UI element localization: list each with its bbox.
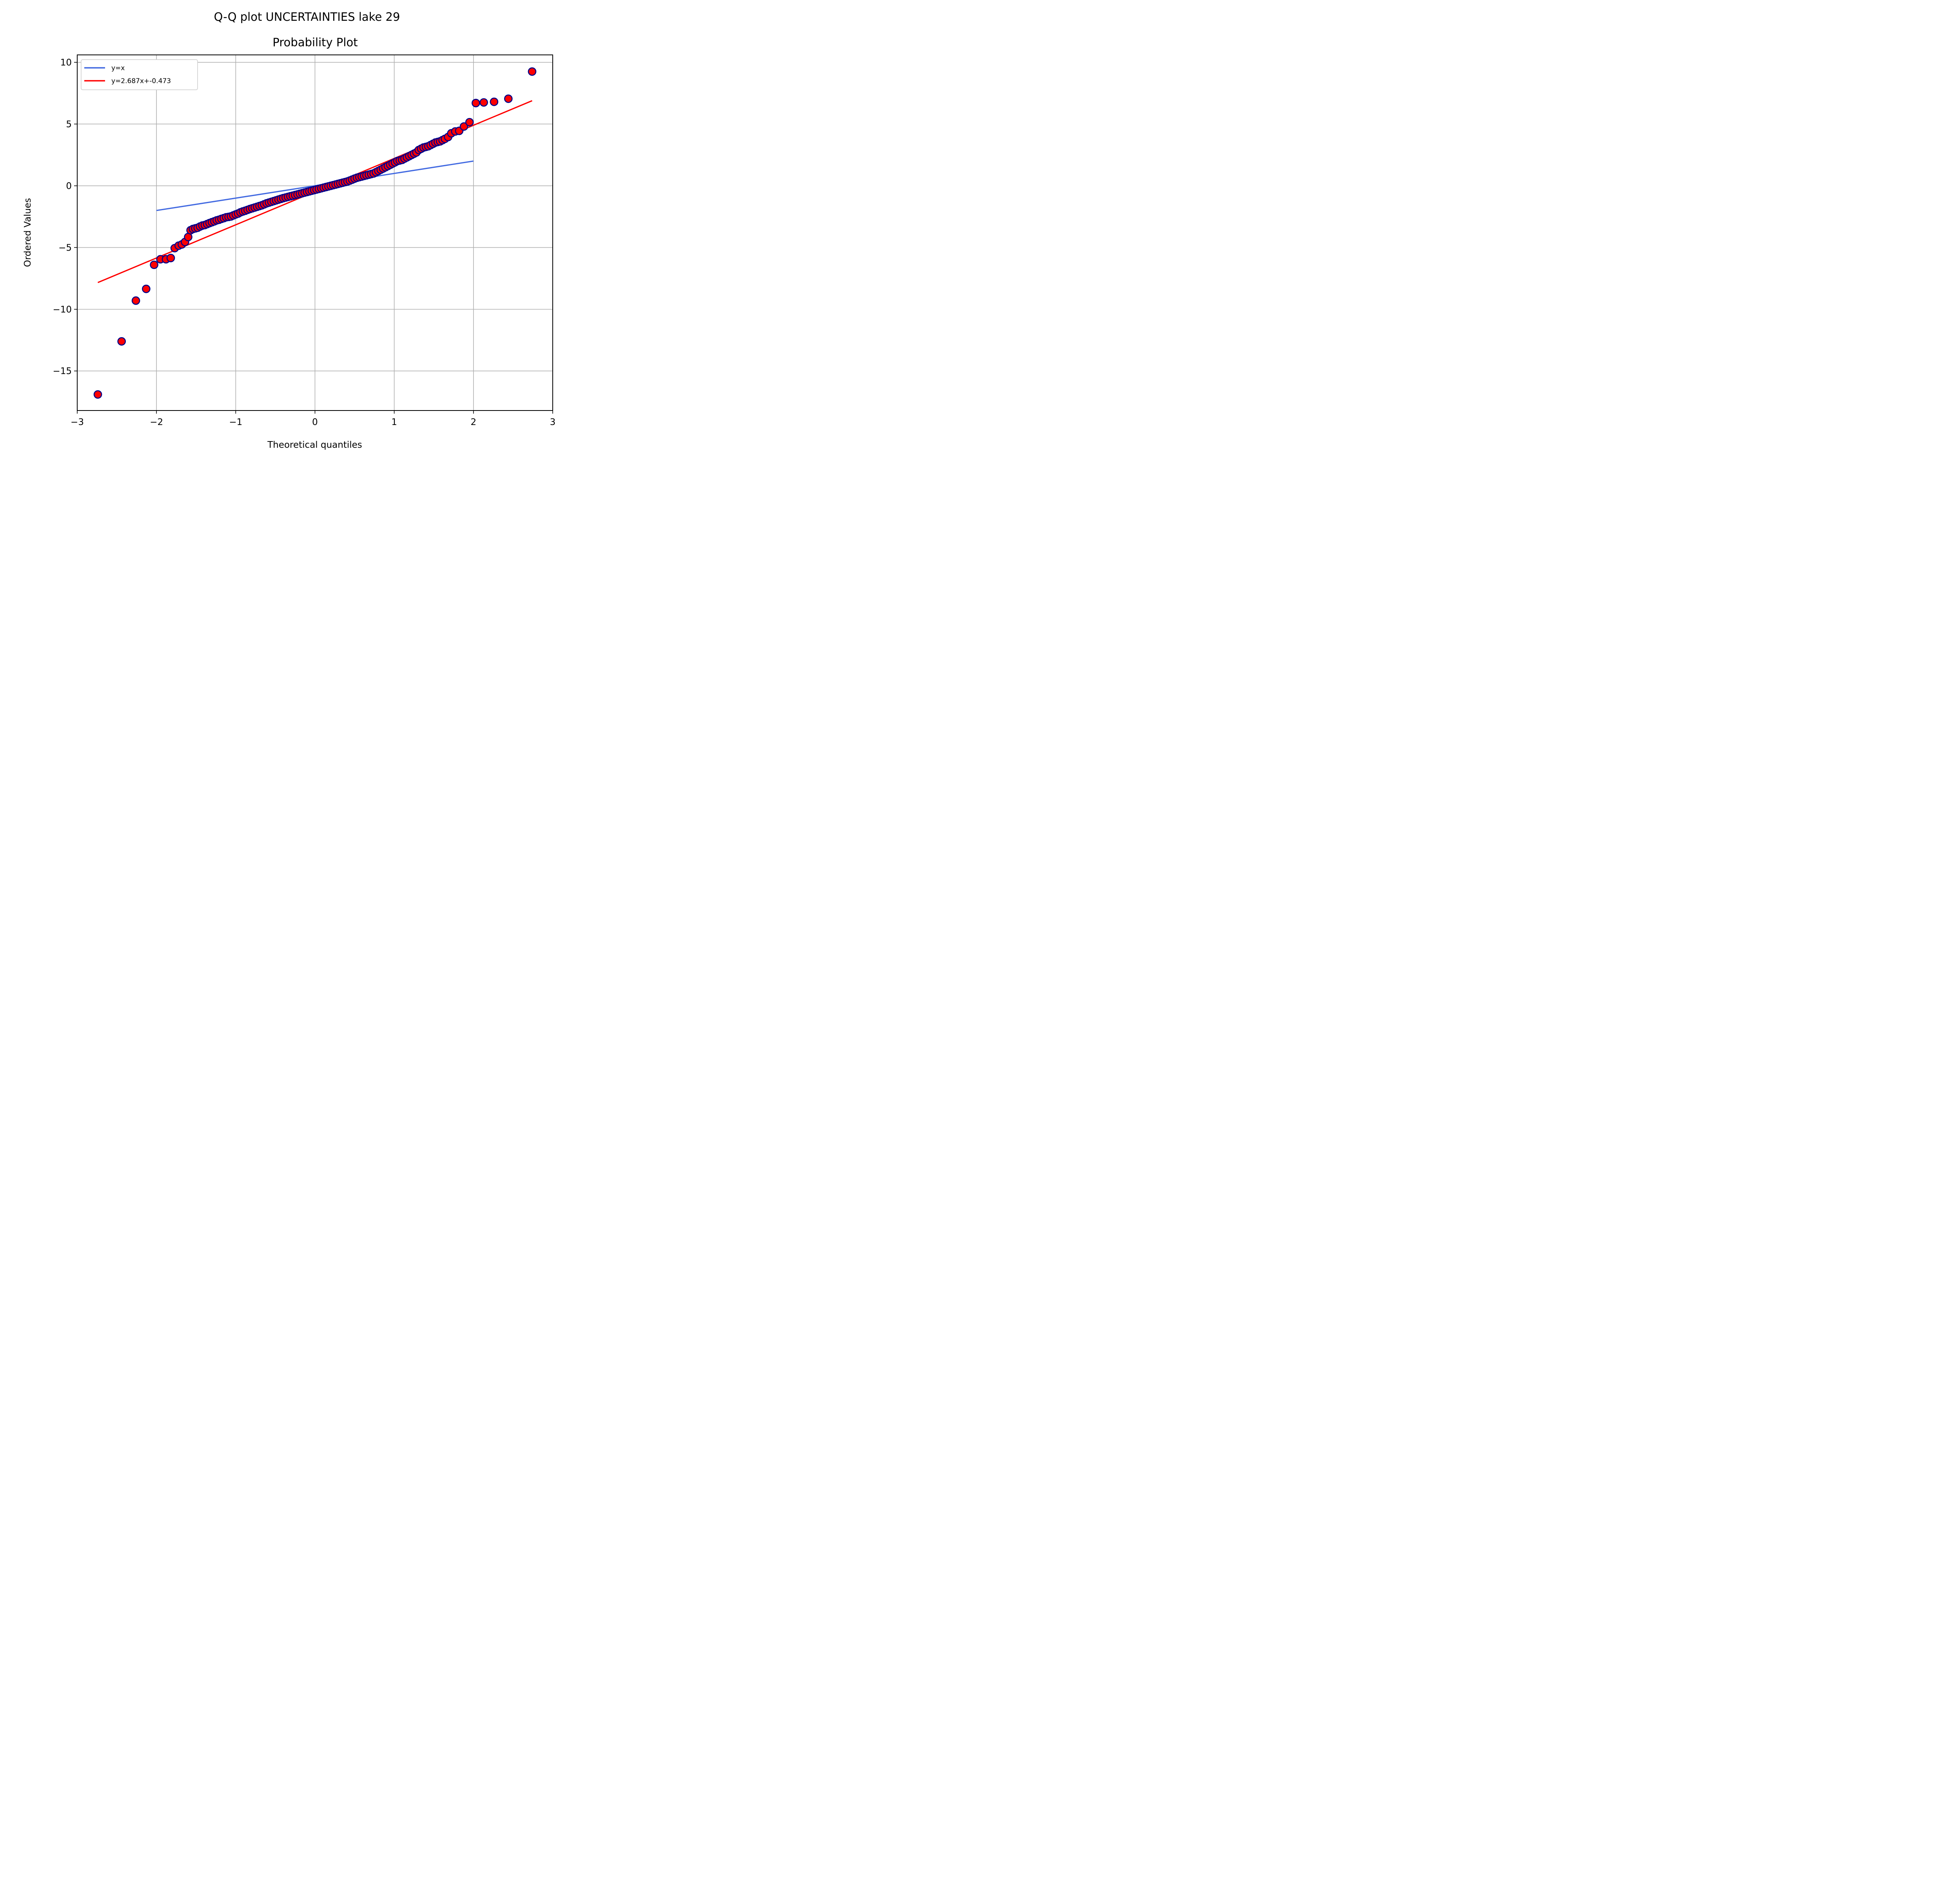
data-point xyxy=(131,296,140,305)
y-tick-label: 10 xyxy=(60,58,72,68)
x-tick-label: 1 xyxy=(391,417,397,427)
y-tick-label: 0 xyxy=(66,181,72,191)
x-axis-label: Theoretical quantiles xyxy=(267,440,362,450)
legend: y=x y=2.687x+-0.473 xyxy=(81,59,198,90)
data-point xyxy=(479,98,488,107)
chart-title: Probability Plot xyxy=(272,36,358,49)
data-point xyxy=(150,260,158,269)
data-point xyxy=(465,118,474,127)
x-tick-label: 0 xyxy=(312,417,318,427)
y-tick-label: −15 xyxy=(53,366,72,376)
legend-box xyxy=(81,59,198,90)
legend-label-fit: y=2.687x+-0.473 xyxy=(111,77,171,85)
x-tick-label: 2 xyxy=(471,417,477,427)
y-axis: 10 5 0 −5 −10 −15 xyxy=(53,58,77,376)
y-axis-label: Ordered Values xyxy=(23,198,33,267)
data-point xyxy=(504,94,513,103)
data-point xyxy=(490,97,499,106)
data-point xyxy=(93,390,102,399)
y-tick-label: 5 xyxy=(66,119,72,129)
y-tick-label: −5 xyxy=(58,243,72,253)
x-tick-label: −2 xyxy=(150,417,163,427)
data-point xyxy=(528,67,537,76)
data-point xyxy=(142,284,151,293)
x-tick-label: 3 xyxy=(550,417,556,427)
x-tick-label: −3 xyxy=(71,417,84,427)
qq-plot: Q-Q plot UNCERTAINTIES lake 29 Probabili… xyxy=(23,10,555,450)
legend-label-identity: y=x xyxy=(111,64,125,72)
x-axis: −3 −2 −1 0 1 2 3 xyxy=(71,411,555,427)
data-point xyxy=(459,122,468,131)
y-tick-label: −10 xyxy=(53,305,72,315)
data-points xyxy=(93,67,537,399)
data-point xyxy=(117,337,126,346)
grid-lines xyxy=(77,55,553,411)
chart-suptitle: Q-Q plot UNCERTAINTIES lake 29 xyxy=(214,10,400,24)
data-point xyxy=(472,99,480,107)
x-tick-label: −1 xyxy=(229,417,242,427)
data-point xyxy=(166,254,175,262)
